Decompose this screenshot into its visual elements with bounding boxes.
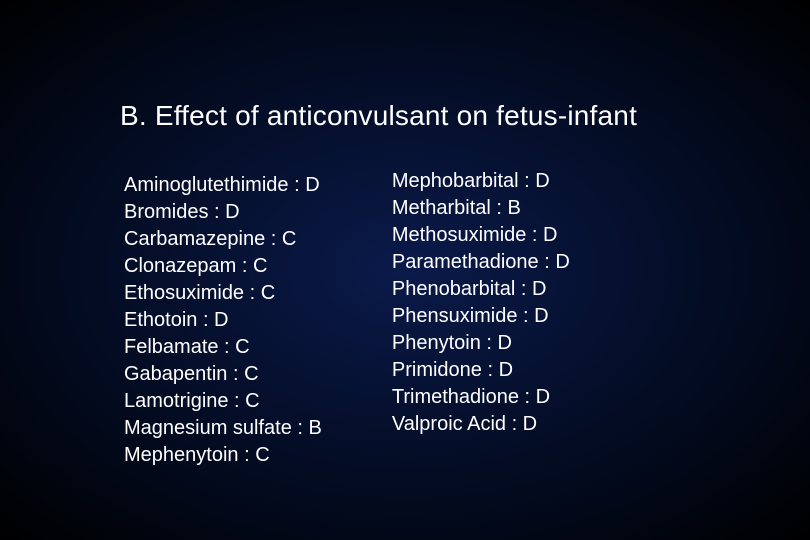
list-item: Phenytoin : D bbox=[392, 330, 570, 357]
list-item: Mephenytoin : C bbox=[124, 442, 322, 469]
list-item: Phensuximide : D bbox=[392, 303, 570, 330]
list-item: Metharbital : B bbox=[392, 195, 570, 222]
list-item: Clonazepam : C bbox=[124, 253, 322, 280]
list-item: Primidone : D bbox=[392, 357, 570, 384]
slide-container: B. Effect of anticonvulsant on fetus-inf… bbox=[0, 0, 810, 509]
list-item: Ethotoin : D bbox=[124, 307, 322, 334]
list-item: Valproic Acid : D bbox=[392, 411, 570, 438]
right-column: Mephobarbital : D Metharbital : B Methos… bbox=[392, 168, 570, 469]
list-item: Trimethadione : D bbox=[392, 384, 570, 411]
slide-title: B. Effect of anticonvulsant on fetus-inf… bbox=[120, 100, 700, 132]
list-item: Magnesium sulfate : B bbox=[124, 415, 322, 442]
list-item: Paramethadione : D bbox=[392, 249, 570, 276]
left-column: Aminoglutethimide : D Bromides : D Carba… bbox=[124, 172, 322, 469]
list-item: Bromides : D bbox=[124, 199, 322, 226]
content-columns: Aminoglutethimide : D Bromides : D Carba… bbox=[120, 172, 700, 469]
list-item: Lamotrigine : C bbox=[124, 388, 322, 415]
list-item: Aminoglutethimide : D bbox=[124, 172, 322, 199]
list-item: Phenobarbital : D bbox=[392, 276, 570, 303]
list-item: Gabapentin : C bbox=[124, 361, 322, 388]
list-item: Methosuximide : D bbox=[392, 222, 570, 249]
list-item: Mephobarbital : D bbox=[392, 168, 570, 195]
list-item: Carbamazepine : C bbox=[124, 226, 322, 253]
list-item: Felbamate : C bbox=[124, 334, 322, 361]
list-item: Ethosuximide : C bbox=[124, 280, 322, 307]
